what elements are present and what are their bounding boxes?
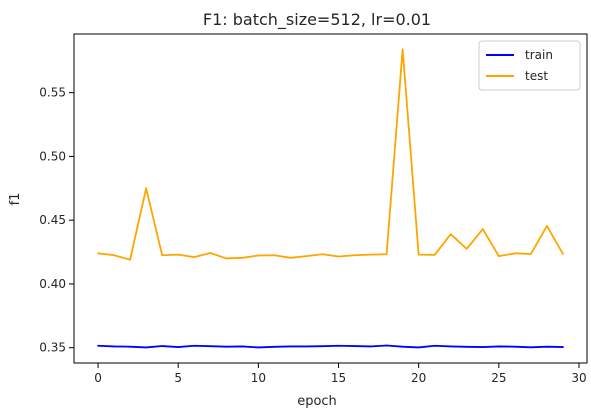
chart-title: F1: batch_size=512, lr=0.01	[203, 10, 431, 30]
x-tick-label: 10	[251, 371, 266, 385]
y-axis-label: f1	[8, 193, 23, 206]
x-tick-label: 25	[491, 371, 506, 385]
x-tick-label: 0	[94, 371, 102, 385]
legend-box	[478, 40, 581, 91]
y-tick-label: 0.45	[39, 213, 66, 227]
plot-area	[97, 48, 564, 349]
x-tick-label: 15	[331, 371, 346, 385]
legend-label-train: train	[525, 48, 553, 62]
y-tick-label: 0.55	[39, 86, 66, 100]
series-line-test	[97, 48, 564, 261]
legend: train test	[478, 40, 581, 91]
plot-frame	[73, 33, 588, 364]
y-tick-label: 0.50	[39, 149, 66, 163]
series-line-train	[97, 344, 564, 349]
y-tick-label: 0.40	[39, 277, 66, 291]
axis-ticks: 0 5 10 15 20 25 30 0.35 0.40 0.45 0.50 0.55	[39, 86, 586, 385]
legend-label-test: test	[525, 69, 548, 83]
y-tick-label: 0.35	[39, 341, 66, 355]
x-axis-label: epoch	[297, 394, 337, 409]
x-tick-label: 20	[411, 371, 426, 385]
x-tick-label: 5	[174, 371, 182, 385]
x-tick-label: 30	[571, 371, 586, 385]
